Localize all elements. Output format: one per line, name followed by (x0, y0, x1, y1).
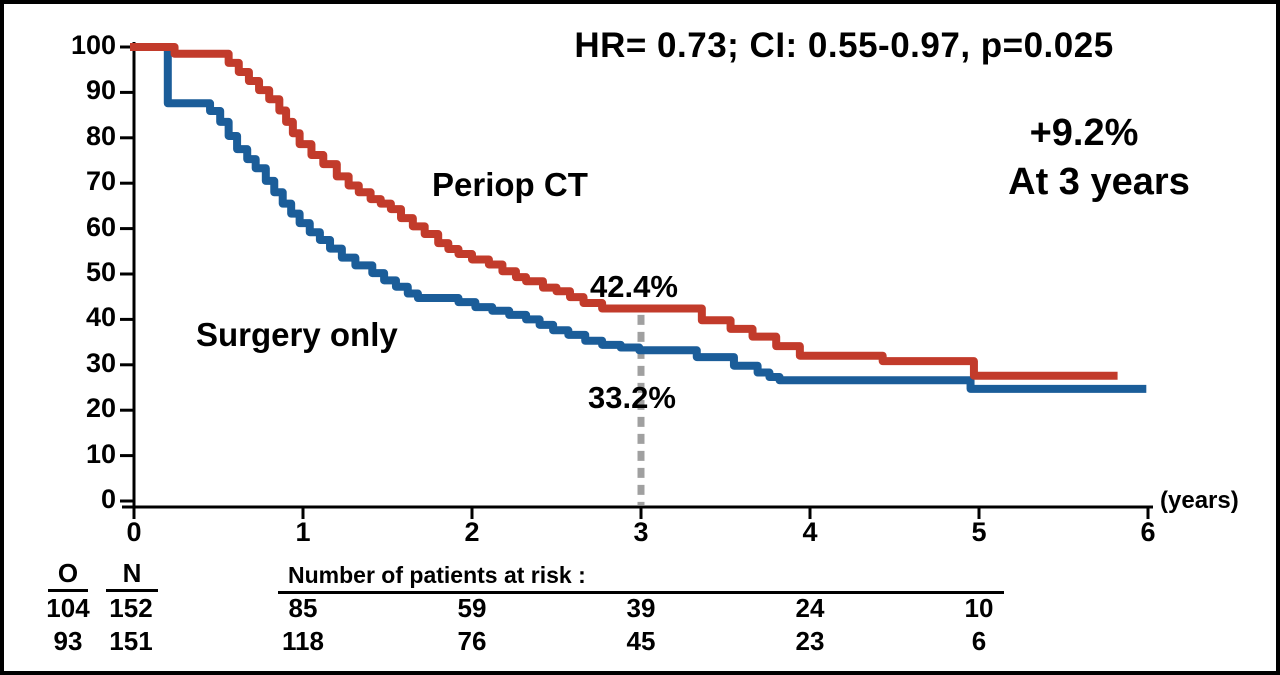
periop-ct-label: Periop CT (432, 166, 588, 203)
at-risk-count: 6 (971, 626, 987, 656)
at-risk-count: 23 (795, 626, 825, 656)
y-tick-label: 50 (85, 257, 116, 287)
at-risk-count: 10 (964, 593, 994, 623)
y-tick-label: 80 (85, 120, 116, 151)
surgery-only-curve (130, 43, 1147, 393)
periop-pct-annotation: 42.4% (590, 269, 678, 304)
at-risk-count: 76 (457, 626, 487, 656)
at-risk-count: 59 (457, 593, 487, 623)
at-risk-count: 118 (282, 626, 324, 656)
y-tick-label: 40 (85, 302, 116, 333)
x-tick-label: 4 (802, 517, 818, 547)
y-tick-label: 100 (70, 30, 116, 60)
surgery-only-label: Surgery only (196, 316, 398, 353)
y-tick-label: 0 (100, 484, 116, 514)
events-count: 104 (46, 593, 90, 623)
risk-table-header: Number of patients at risk : (278, 560, 1004, 595)
x-tick-label: 6 (1140, 517, 1156, 547)
risk-table-col-o-header: O (48, 559, 88, 593)
total-count: 152 (109, 593, 153, 623)
y-tick-label: 70 (85, 166, 116, 197)
surgery-pct-annotation: 33.2% (588, 380, 676, 415)
x-axis-unit-label: (years) (1160, 487, 1239, 514)
x-tick-label: 2 (464, 517, 480, 547)
y-tick-label: 10 (85, 438, 116, 469)
at-risk-count: 45 (626, 626, 656, 656)
axes (120, 42, 1153, 519)
y-tick-label: 20 (85, 393, 116, 424)
x-tick-label: 3 (633, 517, 649, 547)
total-count: 151 (109, 626, 153, 656)
km-chart-svg (120, 42, 1153, 519)
x-tick-label: 0 (126, 517, 142, 547)
benefit-value-annotation: +9.2% (1029, 112, 1139, 154)
at-risk-count: 85 (288, 593, 318, 623)
y-tick-label: 30 (85, 347, 116, 378)
y-tick-label: 60 (85, 211, 116, 242)
at-risk-count: 24 (795, 593, 825, 623)
x-tick-label: 5 (971, 517, 987, 547)
y-tick-label: 90 (85, 75, 116, 106)
x-tick-label: 1 (295, 517, 311, 547)
events-count: 93 (53, 626, 83, 656)
at-risk-count: 39 (626, 593, 656, 623)
risk-table-col-n-header: N (106, 559, 158, 593)
periop-ct-curve (130, 43, 1118, 380)
benefit-time-annotation: At 3 years (1008, 161, 1190, 203)
hazard-ratio-title: HR= 0.73; CI: 0.55-0.97, p=0.025 (574, 26, 1114, 65)
